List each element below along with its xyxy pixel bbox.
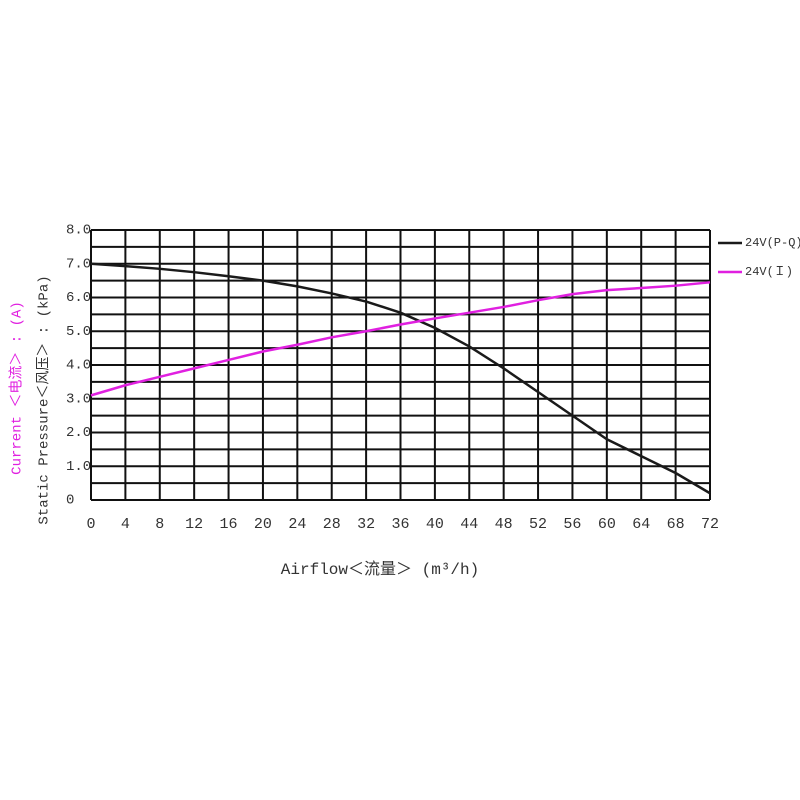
x-tick-label: 16	[220, 516, 238, 533]
series-line	[90, 262, 711, 495]
x-tick-label: 44	[460, 516, 478, 533]
series-line	[90, 281, 711, 397]
x-tick-label: 52	[529, 516, 547, 533]
y2-axis-label: Current ＜电流＞ : (A)	[9, 301, 26, 475]
x-tick-label: 60	[598, 516, 616, 533]
x-tick-label: 36	[391, 516, 409, 533]
x-tick-label: 48	[495, 516, 513, 533]
y-tick-label: 4.0	[66, 358, 91, 374]
x-tick-label: 4	[121, 516, 130, 533]
x-tick-label: 20	[254, 516, 272, 533]
x-tick-label: 12	[185, 516, 203, 533]
y-tick-label: 0	[66, 493, 74, 509]
y-axis-label: Static Pressure＜风压＞ : (kPa)	[37, 275, 53, 524]
y-tick-label: 8.0	[66, 223, 91, 239]
y-tick-label: 1.0	[66, 459, 91, 475]
y-tick-label: 6.0	[66, 290, 91, 306]
x-tick-label: 68	[667, 516, 685, 533]
legend-label: 24V(Ｉ)	[745, 265, 793, 279]
x-tick-label: 0	[86, 516, 95, 533]
x-tick-label: 40	[426, 516, 444, 533]
x-tick-label: 32	[357, 516, 375, 533]
legend-label: 24V(P-Q)	[745, 236, 800, 250]
x-tick-label: 64	[632, 516, 650, 533]
x-tick-label: 28	[323, 516, 341, 533]
x-axis-label: Airflow＜流量＞ (m³/h)	[281, 560, 479, 579]
x-tick-label: 24	[288, 516, 306, 533]
y-tick-label: 7.0	[66, 256, 91, 272]
y-tick-label: 2.0	[66, 425, 91, 441]
x-tick-label: 8	[155, 516, 164, 533]
x-tick-label: 72	[701, 516, 719, 533]
y-tick-label: 5.0	[66, 324, 91, 340]
x-tick-label: 56	[563, 516, 581, 533]
y-tick-label: 3.0	[66, 391, 91, 407]
